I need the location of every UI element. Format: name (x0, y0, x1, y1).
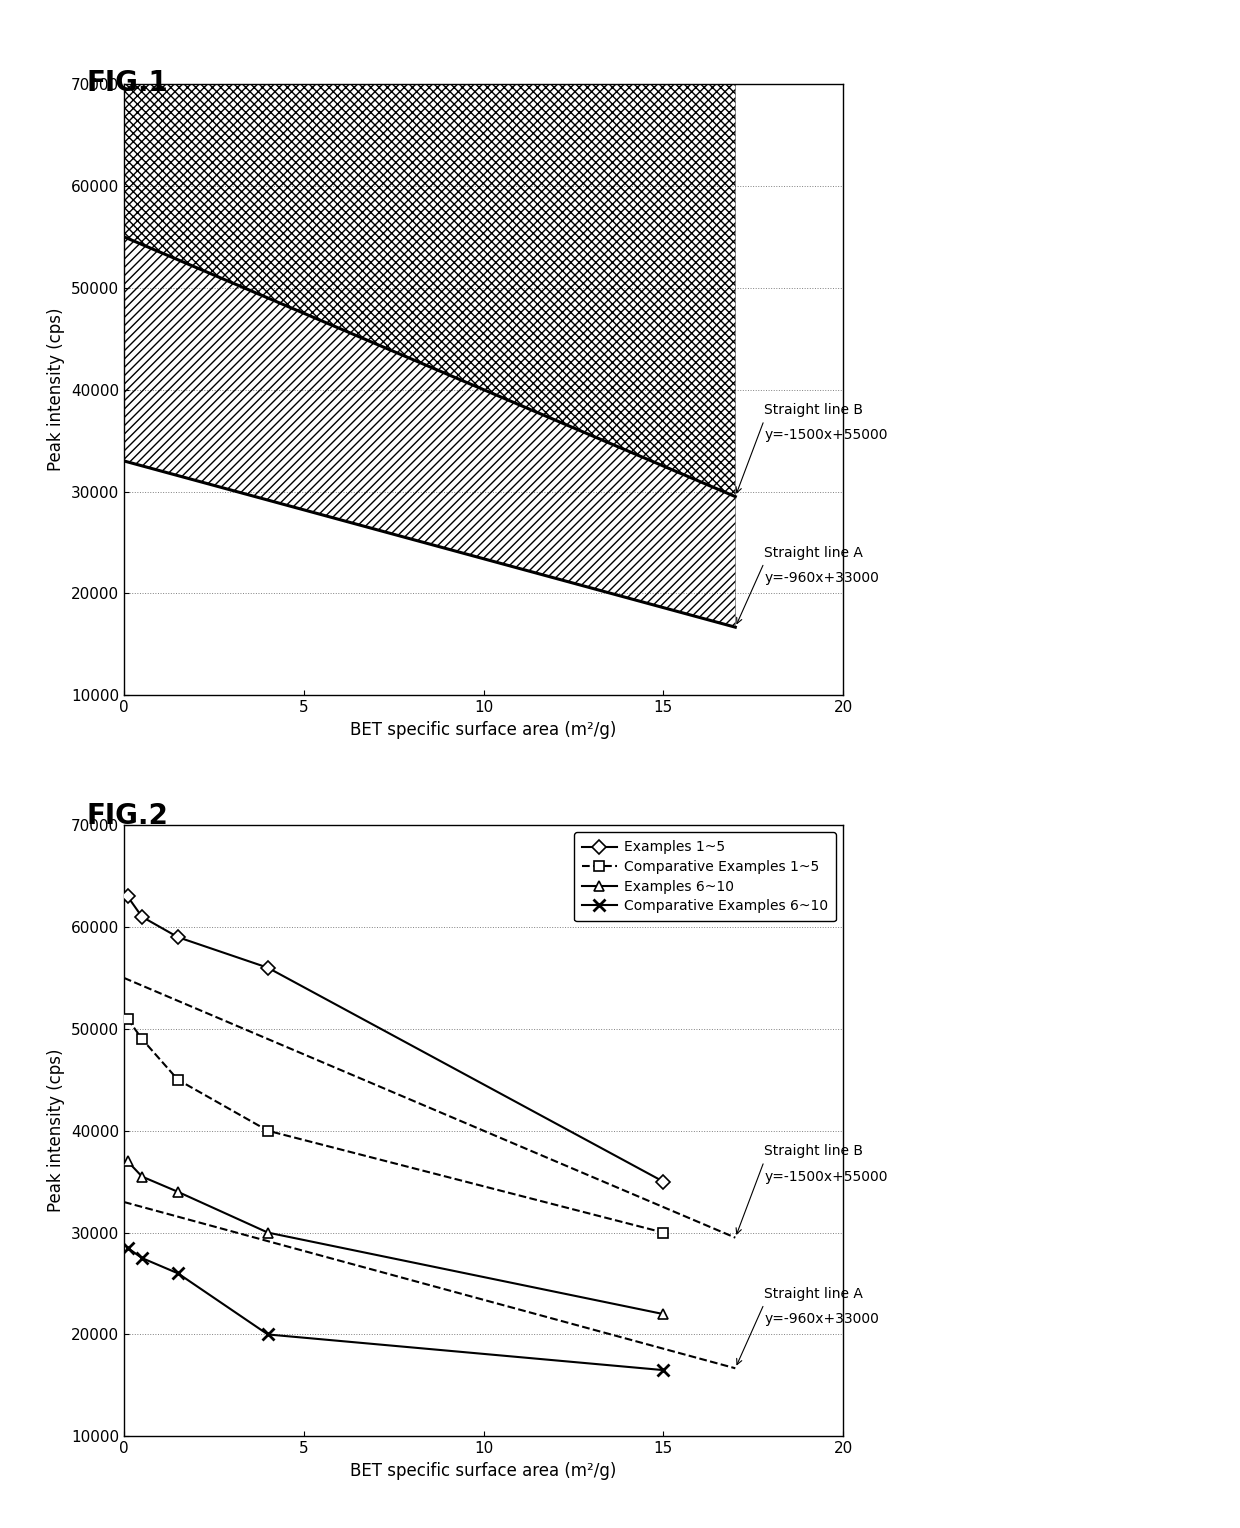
Text: Straight line A: Straight line A (764, 545, 863, 559)
Text: y=-1500x+55000: y=-1500x+55000 (764, 428, 888, 443)
Comparative Examples 1~5 (170, 1071, 186, 1089)
Line: Examples 6~10: Examples 6~10 (123, 1157, 668, 1319)
Examples 1~5 (656, 1172, 671, 1190)
Line: Examples 1~5: Examples 1~5 (123, 891, 668, 1187)
Comparative Examples 1~5 (656, 1224, 671, 1242)
Comparative Examples 6~10 (260, 1325, 275, 1343)
Text: y=-960x+33000: y=-960x+33000 (764, 1313, 879, 1326)
Comparative Examples 6~10 (656, 1361, 671, 1380)
Examples 1~5 (120, 888, 135, 906)
Text: Straight line A: Straight line A (764, 1287, 863, 1300)
Text: FIG.1: FIG.1 (87, 69, 169, 96)
Text: Straight line B: Straight line B (764, 403, 863, 417)
Examples 1~5 (170, 927, 186, 946)
Line: Comparative Examples 1~5: Comparative Examples 1~5 (123, 1013, 668, 1238)
Text: FIG.2: FIG.2 (87, 802, 169, 830)
Examples 6~10 (656, 1305, 671, 1323)
X-axis label: BET specific surface area (m²/g): BET specific surface area (m²/g) (351, 1462, 616, 1479)
Legend: Examples 1~5, Comparative Examples 1~5, Examples 6~10, Comparative Examples 6~10: Examples 1~5, Comparative Examples 1~5, … (574, 833, 836, 921)
Text: y=-960x+33000: y=-960x+33000 (764, 571, 879, 585)
Examples 1~5 (260, 958, 275, 976)
Y-axis label: Peak intensity (cps): Peak intensity (cps) (47, 1048, 66, 1213)
Examples 6~10 (260, 1224, 275, 1242)
Comparative Examples 6~10 (134, 1248, 149, 1267)
Y-axis label: Peak intensity (cps): Peak intensity (cps) (47, 307, 66, 472)
Comparative Examples 1~5 (120, 1010, 135, 1028)
Text: Straight line B: Straight line B (764, 1144, 863, 1158)
X-axis label: BET specific surface area (m²/g): BET specific surface area (m²/g) (351, 721, 616, 738)
Comparative Examples 6~10 (170, 1264, 186, 1282)
Examples 6~10 (120, 1152, 135, 1170)
Comparative Examples 6~10 (120, 1239, 135, 1258)
Examples 6~10 (134, 1167, 149, 1186)
Examples 6~10 (170, 1183, 186, 1201)
Line: Comparative Examples 6~10: Comparative Examples 6~10 (122, 1242, 668, 1375)
Comparative Examples 1~5 (134, 1030, 149, 1048)
Text: y=-1500x+55000: y=-1500x+55000 (764, 1169, 888, 1184)
Examples 1~5 (134, 908, 149, 926)
Comparative Examples 1~5 (260, 1122, 275, 1140)
